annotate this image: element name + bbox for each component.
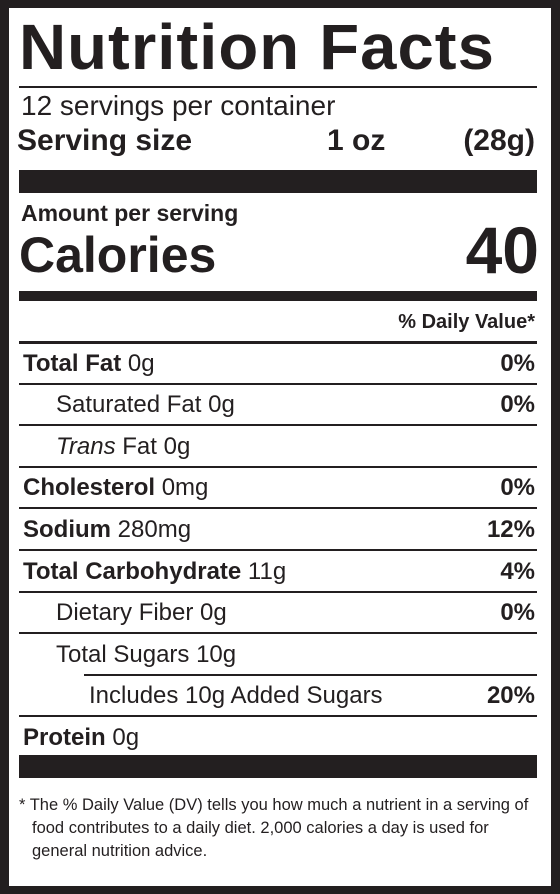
thick-rule <box>19 170 537 193</box>
nutrient-row: Cholesterol 0mg 0% <box>9 468 551 509</box>
rule <box>19 86 537 88</box>
nutrition-label: Nutrition Facts 12 servings per containe… <box>9 8 551 886</box>
row-rule <box>19 507 537 510</box>
nutrient-label: Trans Fat 0g <box>56 433 190 461</box>
nutrient-row: Total Carbohydrate 11g 4% <box>9 551 551 592</box>
nutrient-row: Total Fat 0g 0% <box>9 343 551 384</box>
footnote: * The % Daily Value (DV) tells you how m… <box>19 796 529 860</box>
row-rule <box>19 590 537 593</box>
servings: 12 servings per container <box>21 90 336 121</box>
row-rule <box>19 424 537 427</box>
nutrient-label: Total Fat 0g <box>23 350 155 378</box>
daily-value: 0% <box>500 349 535 377</box>
nutrient-row: Sodium 280mg 12% <box>9 509 551 550</box>
nutrient-amount: 10g <box>196 640 237 668</box>
nutrient-amount: 11g <box>247 557 287 585</box>
nutrient-amount: 0g <box>208 391 235 419</box>
nutrient-amount: 0g <box>163 432 191 460</box>
daily-value: 12% <box>486 515 535 543</box>
nutrient-amount: 0mg <box>161 474 209 502</box>
row-rule <box>19 465 537 468</box>
nutrient-label: Total Carbohydrate 11g <box>23 558 286 586</box>
nutrient-name: Total Carbohydrate <box>23 557 242 585</box>
amount-per-serving: Amount per serving <box>21 200 239 226</box>
daily-value: 0% <box>500 599 535 627</box>
serving-size-grams: (28g) <box>463 124 535 157</box>
title: Nutrition Facts <box>19 11 495 83</box>
nutrient-name: Sodium <box>23 515 111 543</box>
serving-size-label: Serving size <box>17 124 193 157</box>
serving-size-amount: 1 oz <box>327 124 386 157</box>
thick-rule <box>19 755 537 778</box>
nutrient-name: Saturated Fat <box>56 391 202 419</box>
nutrient-name: Total Fat <box>23 349 122 377</box>
calories-value: 40 <box>465 213 539 287</box>
nutrient-label: Sodium 280mg <box>23 516 191 544</box>
nutrient-row: Protein 0g <box>9 717 551 758</box>
nutrient-name-italic: Trans <box>56 432 116 460</box>
nutrient-name: Dietary Fiber <box>56 599 194 627</box>
nutrient-name: Includes 10g Added Sugars <box>89 682 383 710</box>
nutrient-label: Total Sugars 10g <box>56 641 236 669</box>
calories-label: Calories <box>19 227 217 283</box>
nutrient-label: Includes 10g Added Sugars <box>89 682 383 710</box>
row-rule <box>19 549 537 551</box>
nutrient-name: Total Sugars <box>56 640 190 668</box>
dv-header: % Daily Value* <box>398 311 535 333</box>
nutrient-name: Protein <box>23 723 106 751</box>
nutrient-row: Dietary Fiber 0g 0% <box>9 593 551 634</box>
nutrient-name: Cholesterol <box>23 474 156 502</box>
nutrient-label: Dietary Fiber 0g <box>56 599 227 627</box>
nutrient-label: Protein 0g <box>23 724 139 752</box>
nutrient-name: Fat <box>122 432 157 460</box>
daily-value: 0% <box>500 474 535 502</box>
daily-value: 4% <box>500 557 535 585</box>
row-rule <box>19 632 537 635</box>
nutrient-amount: 0g <box>112 723 140 751</box>
nutrient-row: Trans Fat 0g <box>9 426 551 467</box>
daily-value: 20% <box>486 682 535 710</box>
nutrient-amount: 0g <box>200 599 227 627</box>
row-rule <box>19 382 537 385</box>
daily-value: 0% <box>500 391 535 419</box>
row-rule <box>19 341 537 344</box>
row-rule <box>19 715 537 718</box>
nutrient-label: Cholesterol 0mg <box>23 474 208 502</box>
nutrient-amount: 280mg <box>117 515 192 543</box>
nutrient-amount: 0g <box>127 349 155 377</box>
nutrient-row: Total Sugars 10g <box>9 634 551 675</box>
nutrient-row: Includes 10g Added Sugars 20% <box>9 676 551 717</box>
medium-rule <box>19 291 537 301</box>
nutrient-row: Saturated Fat 0g 0% <box>9 385 551 426</box>
nutrient-label: Saturated Fat 0g <box>56 391 235 419</box>
row-rule <box>84 673 537 676</box>
